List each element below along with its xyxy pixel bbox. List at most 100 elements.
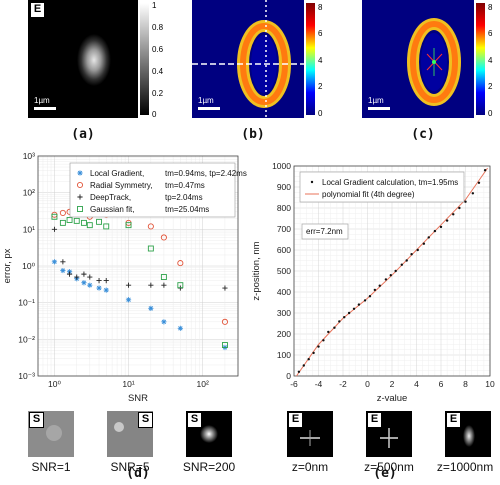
data-point	[317, 345, 320, 348]
thumb-caption: z=0nm	[291, 460, 329, 474]
y-axis-label: error, px	[2, 248, 13, 283]
data-point	[410, 253, 413, 256]
colorbar-jet	[306, 3, 315, 115]
psf-cross	[380, 428, 398, 448]
psf-cross	[300, 430, 320, 446]
data-point	[74, 274, 80, 280]
data-point	[384, 278, 388, 281]
annotation-box: err=7.2nm	[301, 223, 349, 240]
snr-thumb-5: S	[107, 411, 153, 457]
cb-tick: 0.8	[152, 23, 164, 32]
chart-error-vs-snr: 10⁻³ 10⁻² 10⁻¹ 10⁰ 10¹ 10² 10³ 10⁰ 10¹ 10² SNR e…	[2, 151, 247, 404]
data-point	[222, 285, 228, 291]
data-point	[66, 271, 73, 277]
plot-frame	[293, 165, 491, 377]
x-tick-label: 2	[390, 379, 395, 389]
legend-label: Local Gradient calculation, tm=1.95ms	[322, 178, 458, 187]
data-point	[73, 217, 80, 224]
legend-marker	[77, 206, 83, 212]
thumb-badge: E	[367, 412, 382, 428]
data-point	[60, 259, 66, 265]
data-point	[51, 213, 58, 220]
panel-caption-b: (b)	[241, 127, 265, 142]
y-tick-label: 100	[277, 350, 291, 360]
data-point	[222, 342, 228, 348]
x-axis-label: SNR	[128, 393, 148, 404]
data-point	[103, 277, 109, 284]
data-point	[103, 223, 110, 230]
data-point	[177, 260, 184, 267]
z-thumb-500: E	[366, 411, 412, 457]
data-point	[297, 370, 301, 373]
x-tick-label: 10²	[196, 379, 208, 389]
data-point	[125, 297, 132, 303]
data-point	[363, 299, 367, 302]
data-point	[86, 222, 93, 229]
cb-tick: 0.2	[152, 89, 164, 98]
scalebar	[198, 107, 220, 110]
snr-thumb-200: S	[186, 411, 232, 457]
y-tick-label: 900	[277, 182, 291, 192]
data-point	[445, 219, 449, 222]
panel-caption-d: (d)	[126, 466, 150, 481]
data-point	[161, 282, 167, 288]
data-point	[312, 351, 315, 355]
y-tick-label: 10⁻³	[18, 371, 35, 381]
data-point	[389, 274, 392, 277]
gradient-map-b: 1µm	[192, 0, 304, 118]
cb-tick: 2	[488, 82, 493, 91]
data-point	[125, 222, 132, 229]
error-annotation: err=7.2nm	[306, 227, 343, 236]
thumb-caption: SNR=200	[182, 460, 236, 474]
colorbar-ticks-c: 8 6 4 2 0	[488, 3, 493, 118]
thumb-caption: z=500nm	[364, 460, 414, 474]
data-point	[394, 269, 397, 273]
y-tick-label: 10⁰	[22, 261, 35, 271]
data-point	[59, 219, 66, 226]
colorbar-ticks-b: 8 6 4 2 0	[318, 3, 323, 118]
data-point	[60, 267, 66, 274]
scalebar-label: 1µm	[34, 96, 50, 105]
spot	[200, 425, 218, 443]
data-point	[66, 217, 73, 223]
legend-label: Local Gradient,	[90, 169, 144, 178]
data-point	[322, 339, 325, 342]
cb-tick: 0	[488, 109, 493, 118]
data-point	[347, 311, 351, 315]
cb-tick: 4	[488, 56, 493, 65]
colorbar-jet	[476, 3, 485, 115]
data-point	[160, 274, 167, 280]
data-point	[333, 326, 336, 329]
thumb-badge: S	[29, 412, 44, 428]
thumb-caption: SNR=5	[110, 460, 150, 474]
gradient-map-c: 1µm	[362, 0, 474, 118]
data-point	[81, 271, 87, 277]
data-point	[125, 282, 132, 288]
data-point	[433, 229, 437, 233]
legend-label: DeepTrack,	[90, 193, 131, 202]
y-tick-label: 10⁻²	[18, 334, 35, 344]
z-thumb-1000: E	[445, 411, 491, 457]
thumb-caption: SNR=1	[31, 460, 71, 474]
psf-image-a: E 1µm	[28, 0, 138, 118]
data-point	[452, 213, 455, 216]
y-tick-label: 10⁻¹	[18, 298, 35, 308]
data-point	[96, 218, 103, 225]
data-point	[103, 287, 109, 293]
x-tick-label: 4	[414, 379, 419, 389]
data-point	[405, 259, 408, 262]
data-point	[96, 277, 102, 284]
z-thumb-0: E	[287, 411, 333, 457]
x-tick-label: 10	[485, 379, 495, 389]
y-tick-label: 700	[277, 224, 291, 234]
data-point	[400, 263, 403, 266]
data-point	[307, 358, 310, 361]
x-axis-label: z-value	[377, 393, 408, 404]
colorbar-gray	[140, 3, 149, 115]
data-point	[373, 288, 377, 292]
cb-tick: 0	[318, 109, 323, 118]
legend-timing: tm=25.04ms	[165, 205, 209, 214]
data-point	[378, 284, 381, 287]
data-point	[439, 225, 443, 229]
scalebar	[368, 107, 390, 110]
